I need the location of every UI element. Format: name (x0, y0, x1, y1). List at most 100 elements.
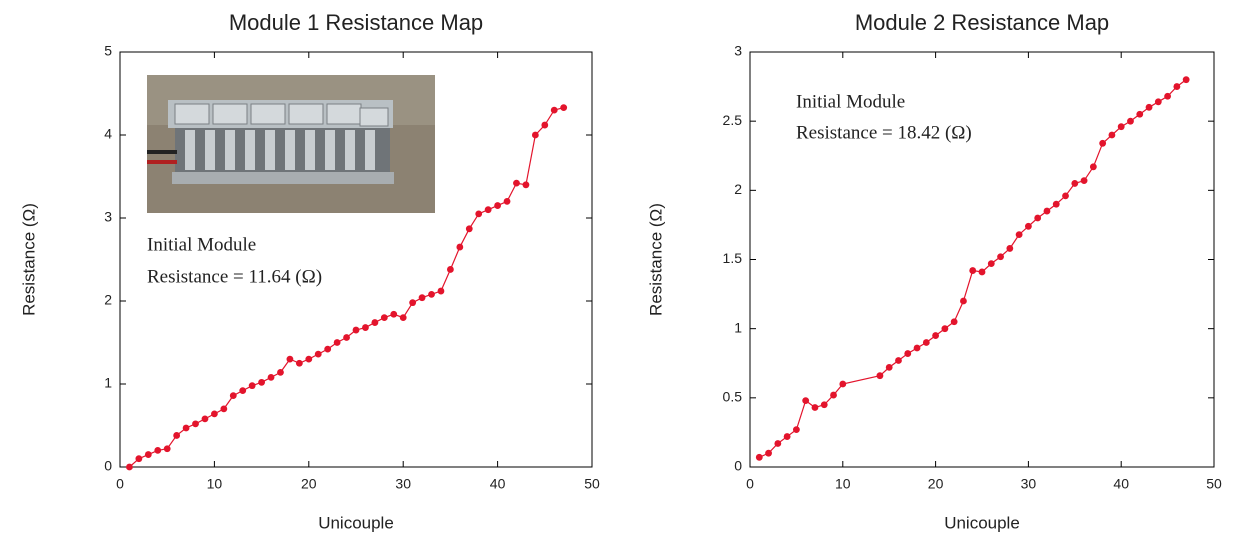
data-point (248, 382, 256, 390)
data-point (229, 392, 237, 400)
data-point (192, 420, 199, 428)
x-tick-label: 10 (207, 476, 223, 492)
data-point (465, 225, 473, 233)
data-point (922, 339, 930, 346)
data-point (362, 324, 369, 331)
annotation: Initial Module (796, 91, 905, 112)
data-point (343, 334, 350, 341)
data-point (1071, 180, 1079, 187)
data-point (811, 404, 819, 411)
chart-title: Module 1 Resistance Map (229, 10, 483, 35)
plot-frame (749, 51, 1215, 468)
data-point (987, 260, 995, 268)
data-point (503, 198, 511, 205)
data-point (560, 104, 568, 112)
data-point (220, 405, 228, 413)
data-point (305, 355, 313, 363)
data-point (802, 397, 810, 404)
data-point (820, 401, 828, 409)
data-point (201, 415, 209, 423)
data-point (484, 206, 492, 214)
data-point (895, 357, 902, 364)
data-point (550, 106, 558, 114)
data-point (1145, 103, 1153, 111)
data-point (437, 287, 445, 295)
data-point (531, 131, 539, 139)
data-point (494, 202, 501, 209)
data-point (765, 449, 772, 457)
data-point (1136, 110, 1144, 118)
data-point (1025, 222, 1032, 230)
data-point (447, 266, 454, 273)
data-point (475, 210, 483, 218)
data-point (456, 243, 464, 251)
data-point (333, 339, 341, 346)
data-point (1062, 192, 1069, 200)
annotation: Resistance = 11.64 (Ω) (147, 266, 322, 287)
x-tick-label: 30 (1021, 476, 1037, 492)
plot-frame (119, 51, 593, 468)
x-tick-label: 0 (746, 476, 754, 492)
x-axis-label: Unicouple (318, 513, 394, 532)
y-tick-label: 1.5 (723, 250, 743, 266)
data-point (1182, 76, 1190, 84)
x-tick-label: 20 (928, 476, 944, 492)
data-point (1108, 131, 1116, 139)
data-point (324, 345, 332, 353)
data-point (960, 297, 967, 305)
data-point (126, 463, 133, 471)
data-point (1034, 214, 1042, 222)
y-tick-label: 2 (104, 292, 112, 308)
data-point (541, 121, 549, 129)
data-point (163, 445, 171, 453)
data-point (314, 350, 322, 358)
data-point (267, 373, 275, 381)
data-point (371, 319, 379, 326)
x-tick-label: 50 (1206, 476, 1222, 492)
data-point (1164, 92, 1171, 100)
chart-title: Module 2 Resistance Map (855, 10, 1109, 35)
data-point (885, 364, 893, 371)
y-tick-label: 2.5 (723, 112, 743, 128)
y-tick-label: 2 (734, 181, 742, 197)
data-point (173, 432, 181, 439)
x-tick-label: 10 (835, 476, 851, 492)
x-tick-label: 0 (116, 476, 124, 492)
data-point (286, 355, 294, 363)
data-point (352, 326, 360, 334)
x-tick-label: 50 (584, 476, 600, 492)
data-point (755, 453, 763, 461)
x-tick-label: 30 (395, 476, 411, 492)
data-point (774, 440, 782, 447)
data-point (913, 344, 921, 352)
data-point (182, 424, 190, 432)
data-point (1099, 139, 1107, 147)
data-point (1154, 98, 1162, 106)
data-point (830, 391, 837, 399)
data-point (1127, 117, 1134, 125)
data-point (390, 310, 398, 318)
module-photo (147, 75, 435, 213)
y-tick-label: 0.5 (723, 389, 743, 405)
data-point (1043, 207, 1051, 215)
data-point (239, 387, 247, 395)
annotation: Initial Module (147, 234, 256, 255)
data-point (969, 267, 977, 274)
data-point (1117, 123, 1125, 131)
y-axis-label: Resistance (Ω) (19, 203, 38, 316)
data-point (932, 332, 939, 339)
x-tick-label: 40 (1113, 476, 1129, 492)
data-point (1006, 245, 1014, 252)
data-point (513, 179, 520, 187)
y-tick-label: 4 (104, 126, 112, 142)
data-point (277, 368, 284, 376)
data-point (1173, 83, 1181, 90)
data-point (258, 378, 265, 386)
y-tick-label: 5 (104, 43, 112, 59)
data-point (135, 455, 143, 463)
data-point (941, 325, 949, 333)
data-point (839, 380, 847, 388)
data-point (409, 299, 417, 307)
y-tick-label: 1 (104, 375, 112, 391)
